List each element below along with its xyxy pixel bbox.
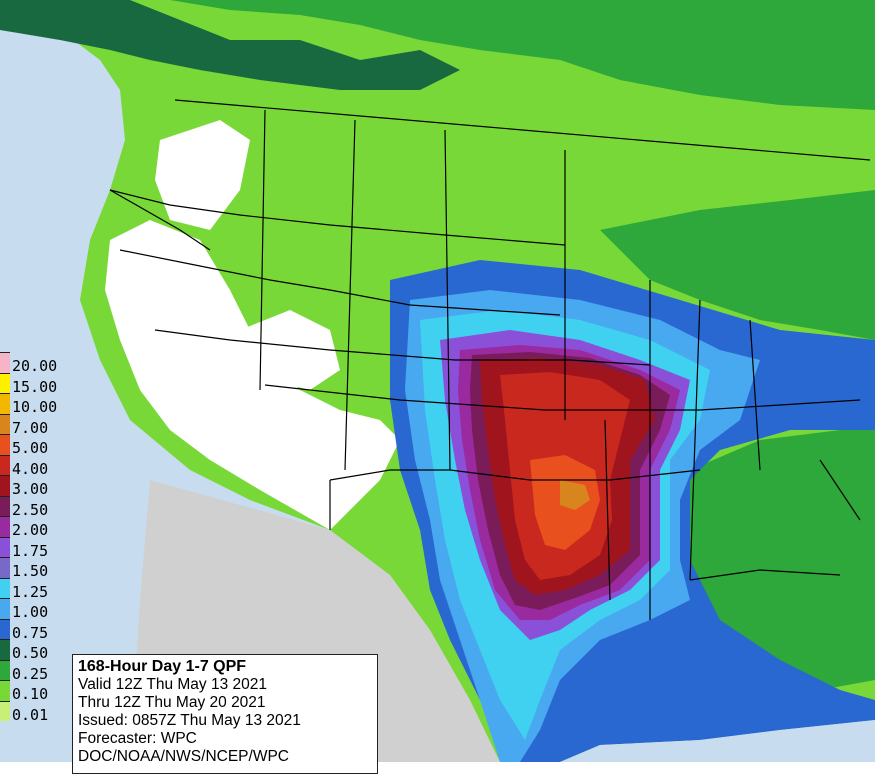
legend-label: 0.01 bbox=[12, 705, 49, 724]
legend-label: 1.50 bbox=[12, 562, 49, 580]
forecaster: Forecaster: WPC bbox=[78, 730, 197, 747]
gulf-of-mexico bbox=[560, 720, 875, 762]
legend-row: 15.00 bbox=[0, 372, 62, 396]
legend-label: 4.00 bbox=[12, 459, 49, 478]
valid-time: Valid 12Z Thu May 13 2021 bbox=[78, 676, 267, 693]
legend-label: 10.00 bbox=[12, 398, 58, 416]
legend-swatch bbox=[0, 536, 10, 557]
legend-row: 0.01 bbox=[0, 700, 62, 724]
legend-label: 0.25 bbox=[12, 664, 49, 683]
legend-label: 1.25 bbox=[12, 582, 49, 601]
legend-swatch bbox=[0, 475, 10, 496]
legend-row: 1.25 bbox=[0, 577, 62, 601]
legend-swatch bbox=[0, 700, 10, 721]
legend-swatch bbox=[0, 434, 10, 455]
legend-label: 5.00 bbox=[12, 439, 49, 457]
legend-label: 7.00 bbox=[12, 418, 49, 437]
legend-row: 10.00 bbox=[0, 393, 62, 416]
map-title: 168-Hour Day 1-7 QPF bbox=[78, 658, 247, 675]
legend-row: 7.00 bbox=[0, 413, 62, 437]
precip-0.50-se bbox=[690, 430, 875, 690]
legend-swatch bbox=[0, 598, 10, 619]
legend-swatch bbox=[0, 454, 10, 475]
legend-swatch bbox=[0, 516, 10, 537]
legend-label: 0.10 bbox=[12, 685, 49, 703]
legend-swatch bbox=[0, 639, 10, 660]
legend-swatch bbox=[0, 557, 10, 578]
legend-label: 2.50 bbox=[12, 500, 49, 519]
legend-swatch bbox=[0, 680, 10, 701]
legend-label: 1.00 bbox=[12, 603, 49, 621]
legend-swatch bbox=[0, 413, 10, 434]
legend-swatch bbox=[0, 618, 10, 639]
legend-row: 3.00 bbox=[0, 475, 62, 498]
legend-row: 20.00 bbox=[0, 352, 62, 375]
legend-row: 0.25 bbox=[0, 659, 62, 683]
legend-row: 0.75 bbox=[0, 618, 62, 642]
legend-swatch bbox=[0, 372, 10, 393]
legend-label: 0.50 bbox=[12, 644, 49, 662]
legend-row: 2.00 bbox=[0, 516, 62, 539]
issued-time: Issued: 0857Z Thu May 13 2021 bbox=[78, 712, 301, 729]
legend-label: 20.00 bbox=[12, 357, 58, 375]
no-precip-nv bbox=[240, 310, 340, 390]
legend-label: 3.00 bbox=[12, 480, 49, 498]
legend-row: 1.75 bbox=[0, 536, 62, 560]
map-info-box: 168-Hour Day 1-7 QPF Valid 12Z Thu May 1… bbox=[72, 654, 378, 774]
legend-label: 2.00 bbox=[12, 521, 49, 539]
borders bbox=[109, 99, 871, 620]
legend-swatch bbox=[0, 577, 10, 598]
legend-row: 0.50 bbox=[0, 639, 62, 662]
legend-label: 15.00 bbox=[12, 377, 58, 396]
legend-swatch bbox=[0, 495, 10, 516]
precip-0.50-north bbox=[0, 0, 875, 110]
thru-time: Thru 12Z Thu May 20 2021 bbox=[78, 694, 266, 711]
precip-legend: 20.00 15.00 10.00 7.00 5.00 4.00 3.00 2.50 2.00 1… bbox=[0, 352, 62, 724]
precip-0.50-ne bbox=[600, 190, 875, 340]
legend-swatch bbox=[0, 352, 10, 373]
legend-row: 1.50 bbox=[0, 557, 62, 580]
legend-label: 0.75 bbox=[12, 623, 49, 642]
legend-swatch bbox=[0, 659, 10, 680]
agency: DOC/NOAA/NWS/NCEP/WPC bbox=[78, 748, 289, 765]
precip-0.25-nw bbox=[0, 0, 460, 90]
legend-row: 1.00 bbox=[0, 598, 62, 621]
legend-label: 1.75 bbox=[12, 541, 49, 560]
legend-row: 4.00 bbox=[0, 454, 62, 478]
legend-row: 5.00 bbox=[0, 434, 62, 457]
legend-row: 0.10 bbox=[0, 680, 62, 703]
legend-swatch bbox=[0, 393, 10, 414]
no-precip-west bbox=[105, 220, 400, 530]
no-precip-oregon bbox=[155, 120, 250, 230]
precip-7.00-band bbox=[560, 480, 590, 510]
legend-row: 2.50 bbox=[0, 495, 62, 519]
